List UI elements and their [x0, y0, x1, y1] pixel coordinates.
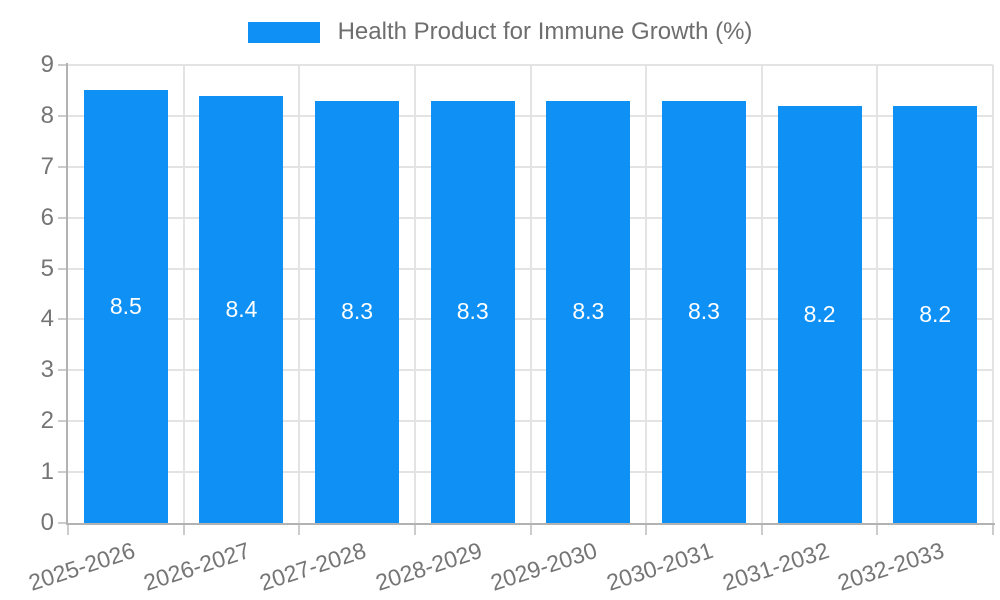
- y-axis-line: [66, 63, 68, 525]
- bar[interactable]: 8.5: [83, 90, 168, 523]
- bar[interactable]: 8.3: [430, 100, 515, 523]
- x-tick: [182, 525, 185, 535]
- bar[interactable]: 8.3: [315, 100, 400, 523]
- v-gridline: [645, 65, 648, 523]
- x-tick: [645, 525, 648, 535]
- y-axis-tick-label: 6: [40, 203, 54, 231]
- legend-label: Health Product for Immune Growth (%): [337, 18, 753, 45]
- bar-value-label: 8.4: [225, 295, 258, 322]
- bar-value-label: 8.2: [919, 300, 952, 327]
- x-axis-line: [66, 523, 995, 525]
- x-tick: [413, 525, 416, 535]
- legend-swatch: [247, 21, 320, 43]
- y-axis-tick-label: 0: [40, 509, 54, 536]
- y-axis-tick-label: 3: [40, 356, 54, 384]
- y-tick: [58, 267, 66, 270]
- v-gridline: [413, 65, 416, 523]
- bar-value-label: 8.5: [109, 293, 142, 320]
- y-tick: [58, 165, 66, 168]
- y-tick: [58, 114, 66, 117]
- y-axis-tick-label: 4: [40, 305, 54, 333]
- y-axis-tick-label: 7: [40, 152, 54, 180]
- y-tick: [58, 216, 66, 219]
- bar[interactable]: 8.2: [777, 105, 862, 523]
- bar[interactable]: 8.3: [661, 100, 746, 523]
- bar[interactable]: 8.2: [893, 105, 978, 523]
- y-axis-tick-label: 5: [40, 254, 54, 282]
- v-gridline: [529, 65, 532, 523]
- bar-value-label: 8.3: [687, 298, 720, 325]
- bar[interactable]: 8.3: [546, 100, 631, 523]
- x-tick: [992, 525, 994, 535]
- x-tick: [529, 525, 532, 535]
- y-axis-tick-label: 2: [40, 407, 54, 435]
- y-tick: [58, 369, 66, 372]
- x-tick: [298, 525, 301, 535]
- y-tick: [58, 522, 66, 524]
- x-tick: [760, 525, 763, 535]
- y-axis-tick-label: 1: [40, 458, 54, 486]
- bar-value-label: 8.3: [456, 298, 489, 325]
- v-gridline: [876, 65, 879, 523]
- y-tick: [58, 318, 66, 321]
- plot-area: 0 1 2 3 4 5 6 7 8 9 8.5 2025-2026 8.4 2026-2027 8.3 202…: [25, 51, 995, 596]
- x-tick: [876, 525, 879, 535]
- v-gridline: [760, 65, 763, 523]
- x-tick: [67, 525, 69, 535]
- legend-item[interactable]: Health Product for Immune Growth (%): [247, 18, 753, 46]
- v-gridline: [992, 65, 994, 523]
- chart-legend: Health Product for Immune Growth (%): [0, 18, 1000, 46]
- y-axis-tick-label: 8: [40, 101, 54, 129]
- y-tick: [58, 64, 66, 66]
- v-gridline: [182, 65, 185, 523]
- v-gridline: [298, 65, 301, 523]
- bar-value-label: 8.2: [803, 300, 836, 327]
- y-tick: [58, 420, 66, 423]
- bar-value-label: 8.3: [572, 298, 605, 325]
- y-axis-tick-label: 9: [40, 51, 54, 78]
- bar-value-label: 8.3: [341, 298, 374, 325]
- y-tick: [58, 471, 66, 474]
- bar[interactable]: 8.4: [199, 95, 284, 523]
